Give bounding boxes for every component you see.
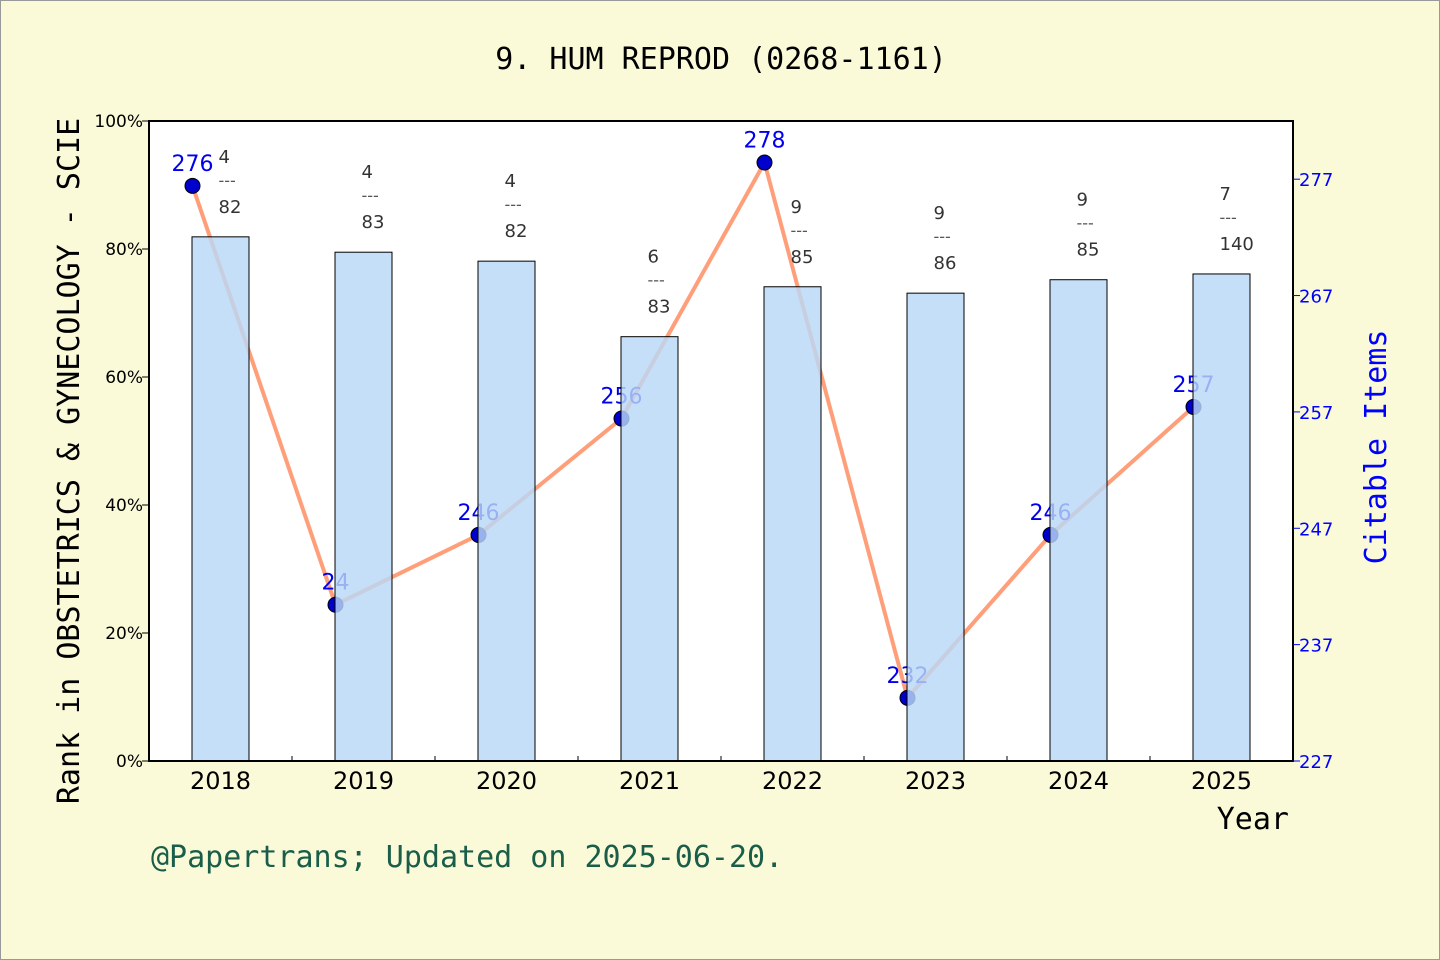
y-tick-label: 40% [105, 496, 143, 516]
rank-bar [1192, 273, 1251, 762]
rank-label-total: 82 [219, 197, 242, 218]
line-point-label: 276 [172, 152, 214, 177]
rank-label-dash: --- [219, 171, 236, 190]
rank-label-rank: 7 [1220, 184, 1231, 205]
rank-label-dash: --- [648, 271, 665, 290]
rank-label-rank: 9 [1077, 190, 1088, 211]
rank-bar [477, 260, 536, 762]
rank-label-rank: 9 [934, 203, 945, 224]
y-axis-label: Rank in OBSTETRICS & GYNECOLOGY - SCIE [52, 118, 87, 804]
rank-label-rank: 4 [505, 171, 516, 192]
rank-label-dash: --- [934, 227, 951, 246]
rank-label-total: 86 [934, 253, 957, 274]
line-point [184, 177, 201, 194]
rank-label-rank: 6 [648, 247, 659, 268]
y2-tick-label: 227 [1299, 752, 1333, 773]
x-tick-label: 2022 [762, 767, 823, 795]
rank-label-dash: --- [791, 221, 808, 240]
y-tick-label: 60% [105, 368, 143, 388]
y2-axis-label: Citable Items [1359, 330, 1394, 565]
y2-tick-label: 257 [1299, 403, 1333, 424]
x-tick-label: 2025 [1191, 767, 1252, 795]
x-tick-label: 2024 [1048, 767, 1109, 795]
x-tick-label: 2020 [476, 767, 537, 795]
rank-bar [1049, 279, 1108, 762]
x-tick-label: 2021 [619, 767, 680, 795]
rank-label-rank: 4 [362, 162, 373, 183]
y2-tick-label: 267 [1299, 287, 1333, 308]
rank-label-dash: --- [505, 195, 522, 214]
y-tick-label: 100% [94, 112, 143, 132]
rank-label-total: 85 [791, 247, 814, 268]
rank-label-total: 83 [648, 297, 671, 318]
rank-label-dash: --- [362, 186, 379, 205]
x-axis-label: Year [1217, 802, 1289, 837]
line-point-label: 278 [744, 129, 786, 154]
rank-bar [906, 292, 965, 762]
x-tick-label: 2019 [333, 767, 394, 795]
footer-text: @Papertrans; Updated on 2025-06-20. [151, 840, 783, 875]
rank-label-rank: 9 [791, 197, 802, 218]
y2-tick-label: 277 [1299, 170, 1333, 191]
rank-bar [620, 336, 679, 762]
chart-title: 9. HUM REPROD (0268-1161) [495, 42, 947, 77]
y2-tick-label: 247 [1299, 519, 1333, 540]
y2-tick-label: 237 [1299, 636, 1333, 657]
rank-bar [763, 286, 822, 762]
y-tick-label: 0% [116, 752, 143, 772]
line-point [756, 154, 773, 171]
rank-bar [191, 236, 250, 762]
y-tick-label: 80% [105, 240, 143, 260]
rank-label-total: 82 [505, 221, 528, 242]
rank-label-rank: 4 [219, 147, 230, 168]
x-tick-label: 2018 [190, 767, 251, 795]
y-tick-label: 20% [105, 624, 143, 644]
rank-label-total: 85 [1077, 240, 1100, 261]
plot-area [149, 121, 1293, 761]
rank-label-total: 140 [1220, 234, 1254, 255]
rank-label-dash: --- [1220, 208, 1237, 227]
x-tick-label: 2023 [905, 767, 966, 795]
rank-label-total: 83 [362, 212, 385, 233]
rank-bar [334, 251, 393, 762]
rank-label-dash: --- [1077, 214, 1094, 233]
